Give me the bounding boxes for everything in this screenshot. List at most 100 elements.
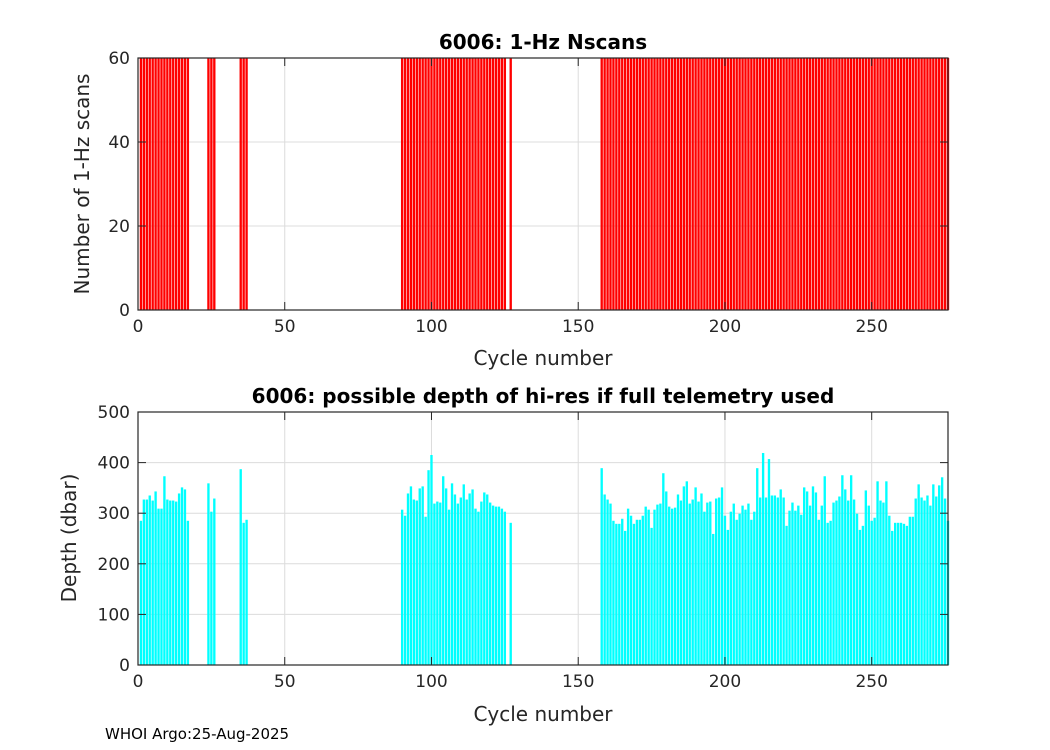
bar-cycle-11 [169, 500, 172, 665]
bar-cycle-5 [151, 500, 154, 665]
bar-cycle-194 [706, 58, 709, 310]
bar-cycle-2 [142, 58, 146, 310]
bar-cycle-206 [741, 505, 744, 665]
bar-cycle-12 [172, 500, 175, 665]
bar-cycle-7 [157, 58, 160, 310]
bar-cycle-274 [940, 58, 944, 310]
bar-cycle-269 [926, 58, 929, 310]
bar-cycle-90 [400, 509, 404, 665]
bar-cycle-261 [902, 523, 906, 665]
bar-cycle-91 [403, 515, 407, 665]
bar-cycle-195 [709, 501, 712, 665]
bar-cycle-117 [480, 501, 483, 665]
bar-cycle-14 [177, 58, 181, 310]
bottom-axes: 0 50 100 150 200 250 0 100 200 300 400 500 [98, 403, 950, 692]
bar-cycle-160 [606, 58, 609, 310]
bar-cycle-209 [750, 519, 753, 665]
bar-cycle-109 [456, 503, 460, 665]
bar-cycle-271 [932, 58, 935, 310]
bar-cycle-229 [808, 58, 812, 310]
footer-credit: WHOI Argo:25-Aug-2025 [105, 725, 290, 743]
bar-cycle-10 [166, 58, 169, 310]
bar-cycle-127 [509, 522, 512, 665]
bar-cycle-267 [920, 497, 923, 665]
bar-cycle-13 [174, 58, 178, 310]
x-tick-label: 50 [274, 672, 296, 692]
bar-cycle-252 [876, 481, 879, 665]
bar-cycle-188 [688, 58, 691, 310]
bar-cycle-179 [662, 473, 665, 665]
x-tick-label: 250 [855, 672, 887, 692]
bar-cycle-171 [638, 58, 642, 310]
bar-cycle-100 [430, 455, 433, 665]
bar-cycle-234 [823, 58, 826, 310]
bar-cycle-105 [444, 488, 448, 665]
bar-cycle-5 [151, 58, 154, 310]
bar-cycle-6 [154, 58, 157, 310]
bar-cycle-264 [911, 516, 914, 665]
bar-cycle-93 [409, 58, 413, 310]
bar-cycle-12 [172, 58, 175, 310]
y-tick-label: 20 [108, 217, 130, 237]
bar-cycle-192 [700, 58, 703, 310]
bar-cycle-25 [210, 511, 213, 665]
y-tick-label: 500 [98, 403, 130, 423]
x-tick-label: 250 [855, 317, 887, 337]
bar-cycle-35 [239, 58, 242, 310]
bar-cycle-186 [682, 486, 686, 665]
bar-cycle-255 [885, 481, 888, 665]
bar-cycle-271 [932, 484, 935, 665]
bar-cycle-268 [923, 500, 926, 665]
bar-cycle-225 [797, 58, 800, 310]
bar-cycle-8 [160, 58, 163, 310]
bar-cycle-101 [433, 58, 436, 310]
bar-cycle-1 [139, 58, 143, 310]
axes-box [137, 411, 949, 666]
bar-cycle-169 [632, 523, 636, 665]
bar-cycle-254 [882, 58, 885, 310]
bar-cycle-176 [653, 509, 656, 665]
bar-cycle-183 [673, 507, 677, 665]
bar-cycle-242 [847, 58, 850, 310]
bar-cycle-190 [694, 487, 697, 665]
bar-cycle-100 [430, 58, 433, 310]
bar-cycle-196 [712, 533, 715, 665]
bar-cycle-237 [832, 502, 835, 665]
bar-cycle-219 [779, 58, 782, 310]
bar-cycle-102 [436, 501, 439, 665]
bar-cycle-200 [723, 58, 727, 310]
bar-cycle-121 [491, 58, 495, 310]
bar-cycle-173 [644, 506, 647, 665]
bar-cycle-122 [494, 58, 498, 310]
bar-cycle-123 [497, 58, 501, 310]
bar-cycle-252 [876, 58, 879, 310]
bar-cycle-207 [744, 58, 747, 310]
bar-cycle-248 [864, 490, 867, 665]
bar-cycle-208 [747, 503, 750, 665]
bar-cycle-213 [761, 452, 765, 665]
bar-cycle-107 [450, 483, 454, 665]
bar-cycle-114 [471, 489, 474, 665]
bar-cycle-245 [855, 513, 859, 665]
bar-cycle-15 [180, 58, 184, 310]
top-y-axis-label: Number of 1-Hz scans [70, 74, 94, 295]
bar-cycle-9 [163, 58, 166, 310]
bar-cycle-226 [800, 58, 803, 310]
bar-cycle-17 [186, 520, 190, 665]
bar-cycle-269 [926, 495, 929, 665]
x-tick-label: 0 [133, 672, 144, 692]
bar-cycle-98 [424, 516, 427, 665]
bar-cycle-228 [805, 58, 809, 310]
bar-cycle-240 [841, 475, 844, 665]
bar-cycle-236 [829, 520, 832, 665]
bar-cycle-173 [644, 58, 647, 310]
bar-cycle-244 [852, 58, 856, 310]
x-tick-label: 200 [709, 317, 741, 337]
bar-cycle-251 [873, 517, 876, 665]
bar-cycle-119 [486, 58, 489, 310]
bar-cycle-3 [145, 499, 148, 665]
bar-cycle-170 [635, 58, 639, 310]
bar-cycle-199 [720, 58, 724, 310]
bar-cycle-193 [703, 58, 706, 310]
bar-cycle-110 [459, 58, 462, 310]
